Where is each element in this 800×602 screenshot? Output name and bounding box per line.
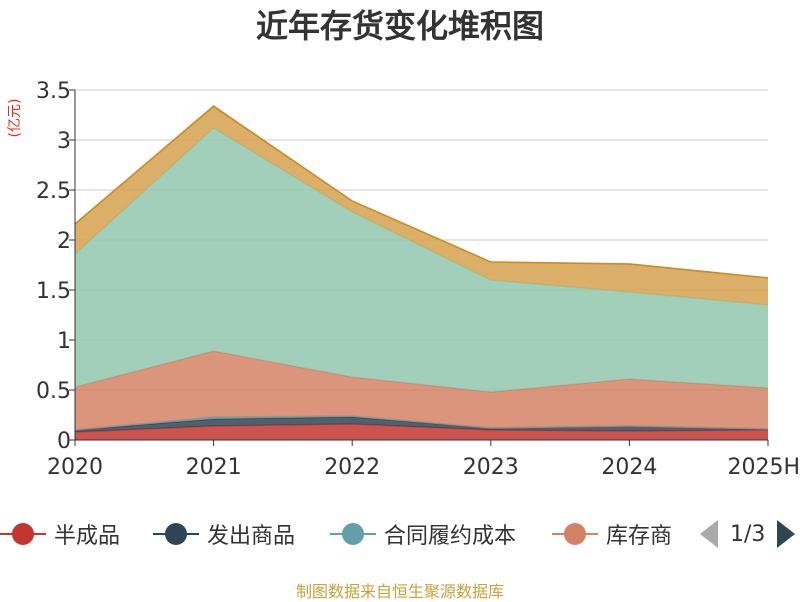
area-series [74,105,769,440]
legend-item-hetonglvyuechengben[interactable]: 合同履约成本 [330,514,516,554]
x-tick-label: 2024 [601,455,657,480]
legend-item-fachushangpin[interactable]: 发出商品 [153,514,295,554]
legend-marker-icon [552,514,598,554]
legend-marker-icon [153,514,199,554]
y-tick-label: 3.5 [36,79,71,104]
y-tick-label: 1 [57,329,71,354]
area-series-半成品 [75,424,768,440]
area-series-库存商品 [75,351,768,430]
legend-label: 合同履约成本 [384,524,517,549]
legend-label: 半成品 [54,524,121,549]
prev-page-icon[interactable] [700,520,718,548]
y-tick-label: 0.5 [36,379,71,404]
y-tick-label: 0 [57,429,71,454]
x-tick-label: 2021 [186,455,242,480]
legend: 半成品 发出商品 合同履约成本 库存商 [0,514,682,554]
x-tick-label: 2020 [47,455,103,480]
y-tick-label: 2 [57,229,71,254]
area-series-原材料 [75,128,768,392]
legend-marker-icon [330,514,376,554]
area-line-周转材料 [74,105,769,279]
x-tick-label: 2025H [727,455,800,480]
legend-label: 发出商品 [207,524,296,549]
legend-item-banchengpin[interactable]: 半成品 [0,514,120,554]
legend-page-indicator: 1/3 [730,521,766,547]
axes: 0 0.5 1 1.5 2 2.5 3 3.5 2020 2021 2022 2023 2024 2025… [36,79,800,480]
chart-title: 近年存货变化堆积图 [255,7,544,45]
legend-pager: 1/3 [700,514,796,554]
data-source-note: 制图数据来自恒生聚源数据库 [295,582,504,601]
legend-item-kucunshangpin[interactable]: 库存商 [552,514,672,554]
y-tick-label: 2.5 [36,179,71,204]
area-series-在产品 [75,107,768,305]
area-series-发出商品 [75,417,768,432]
x-tick-label: 2022 [324,455,380,480]
next-page-icon[interactable] [777,520,796,548]
legend-label: 库存商 [606,524,673,549]
y-tick-label: 1.5 [36,279,71,304]
legend-marker-icon [0,514,46,554]
y-tick-label: 3 [57,129,71,154]
x-tick-label: 2023 [463,455,519,480]
